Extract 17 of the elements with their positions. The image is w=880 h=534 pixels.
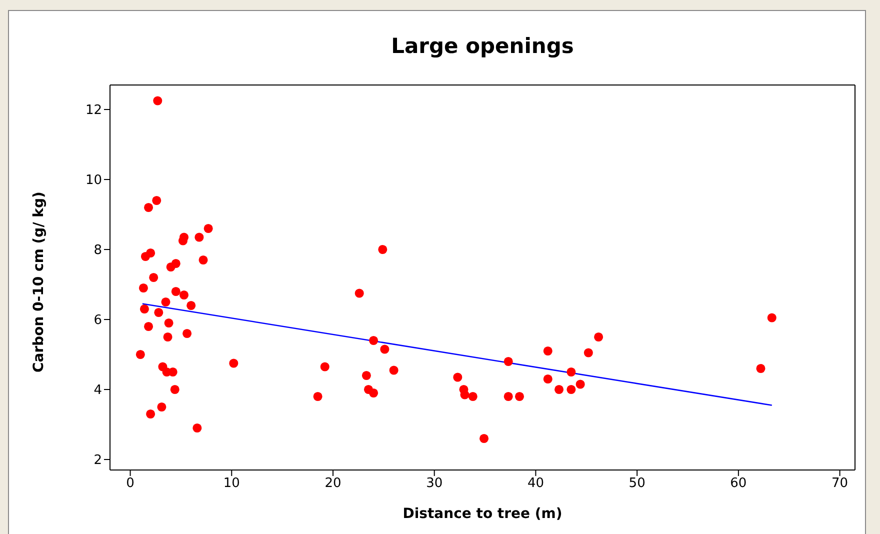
y-tick-label: 2 <box>94 453 102 468</box>
x-tick-label: 20 <box>324 476 342 492</box>
x-tick-label: 60 <box>730 476 747 492</box>
y-tick-label: 8 <box>94 243 102 258</box>
y-tick-label: 4 <box>94 383 102 398</box>
y-tick-label: 12 <box>85 103 102 118</box>
x-tick-label: 70 <box>832 476 848 492</box>
y-tick-label: 6 <box>94 313 102 328</box>
x-tick-label: 10 <box>223 476 240 492</box>
x-axis-title: Distance to tree (m) <box>402 506 562 522</box>
chart-title: Large openings <box>390 34 575 58</box>
x-tick-label: 0 <box>126 476 134 492</box>
x-tick-label: 30 <box>426 476 443 492</box>
y-tick-label: 10 <box>85 173 102 188</box>
x-tick-label: 40 <box>527 476 544 492</box>
y-axis-title: Carbon 0-10 cm (g/ kg) <box>30 192 47 372</box>
x-tick-label: 50 <box>628 476 646 492</box>
